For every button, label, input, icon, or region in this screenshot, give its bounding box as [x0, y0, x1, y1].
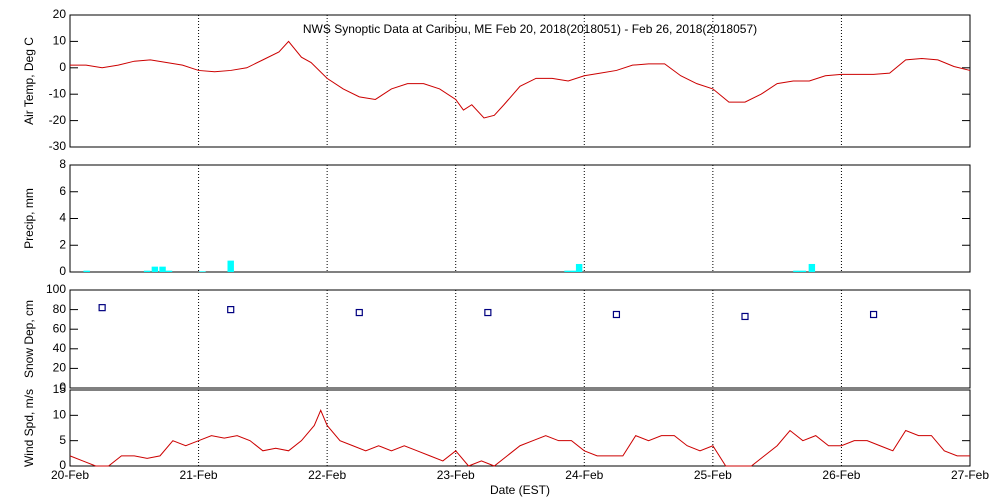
bar	[793, 270, 800, 272]
y-tick-label: 8	[59, 157, 66, 171]
x-tick-label: 26-Feb	[822, 468, 860, 482]
x-tick-label: 27-Feb	[951, 468, 989, 482]
bar	[808, 263, 816, 272]
plot-frame	[69, 164, 971, 273]
bar	[159, 266, 166, 272]
y-tick-label: 20	[53, 7, 67, 21]
bar	[199, 271, 206, 272]
y-tick-label: 80	[53, 302, 67, 316]
data-line	[69, 408, 970, 467]
y-tick-label: 15	[53, 382, 67, 396]
y-axis-label: Precip, mm	[22, 188, 36, 249]
y-tick-label: 40	[53, 341, 67, 355]
x-axis-label: Date (EST)	[490, 483, 550, 497]
y-tick-label: -10	[49, 86, 67, 100]
point	[227, 306, 235, 314]
y-axis-label: Air Temp, Deg C	[22, 37, 36, 125]
point	[355, 308, 363, 317]
y-tick-label: -30	[49, 139, 67, 153]
y-tick-label: 10	[53, 34, 67, 48]
bar	[83, 270, 90, 272]
x-tick-label: 24-Feb	[565, 468, 603, 482]
y-tick-label: 0	[59, 458, 66, 472]
x-tick-label: 25-Feb	[694, 468, 732, 482]
bar	[799, 270, 807, 272]
plot-frame	[69, 289, 971, 389]
y-tick-label: 5	[59, 433, 66, 447]
data-line	[70, 40, 971, 119]
y-tick-label: 6	[59, 184, 66, 198]
y-tick-label: 2	[59, 237, 66, 251]
y-tick-label: 0	[59, 380, 66, 394]
y-axis-label: Snow Dep, cm	[22, 300, 36, 378]
point	[484, 308, 492, 317]
y-tick-label: 10	[53, 408, 67, 422]
x-tick-label: 23-Feb	[437, 468, 475, 482]
bar	[570, 270, 578, 272]
plot-frame	[69, 389, 971, 467]
y-tick-label: 0	[59, 60, 66, 74]
y-tick-label: 60	[53, 321, 67, 335]
x-tick-label: 22-Feb	[308, 468, 346, 482]
point	[98, 304, 106, 312]
x-tick-label: 20-Feb	[51, 468, 89, 482]
y-tick-label: -20	[49, 113, 67, 127]
y-tick-label: 4	[59, 211, 66, 225]
bar	[564, 270, 571, 272]
chart-title: NWS Synoptic Data at Caribou, ME Feb 20,…	[303, 22, 757, 36]
bar	[151, 266, 159, 272]
point	[741, 312, 749, 321]
y-tick-label: 20	[53, 361, 67, 375]
bar	[143, 270, 151, 272]
point	[612, 310, 621, 319]
y-tick-label: 0	[59, 264, 66, 278]
bar	[165, 270, 173, 272]
bar	[575, 263, 583, 272]
point	[869, 310, 878, 319]
bar	[227, 260, 234, 272]
y-axis-label: Wind Spd, m/s	[22, 389, 36, 467]
x-tick-label: 21-Feb	[180, 468, 218, 482]
y-tick-label: 100	[46, 282, 66, 296]
